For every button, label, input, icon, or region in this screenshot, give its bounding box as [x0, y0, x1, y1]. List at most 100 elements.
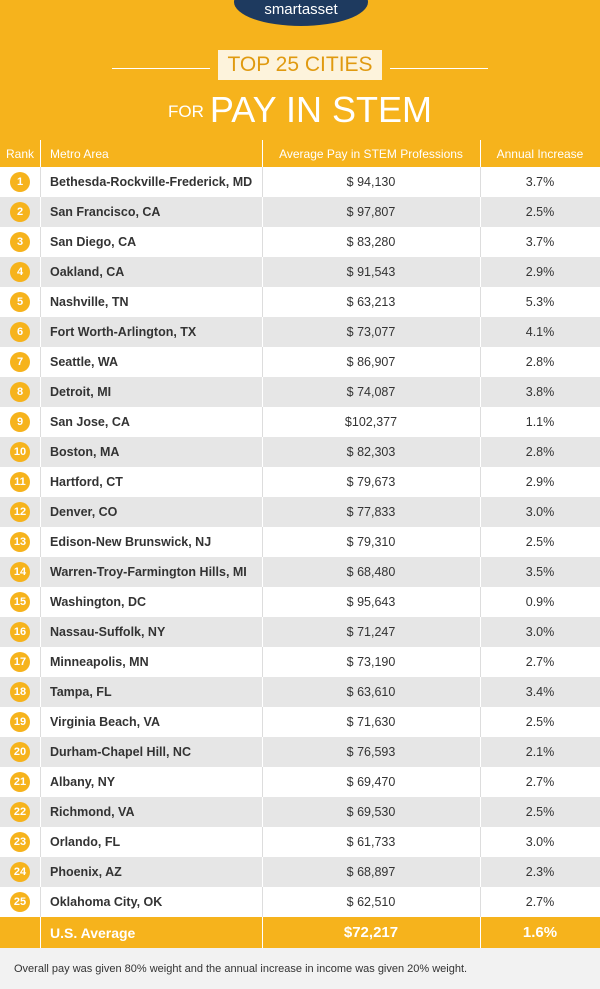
rank-cell: 16: [0, 617, 40, 647]
separator: [40, 407, 41, 437]
rank-cell: 6: [0, 317, 40, 347]
separator: [262, 917, 263, 948]
table-row: 24 Phoenix, AZ $ 68,897 2.3%: [0, 857, 600, 887]
annual-increase: 2.8%: [525, 445, 555, 459]
column-header: Metro Area: [50, 146, 109, 161]
separator: [40, 257, 41, 287]
table-row: 19 Virginia Beach, VA $ 71,630 2.5%: [0, 707, 600, 737]
rank-cell: 11: [0, 467, 40, 497]
separator: [40, 647, 41, 677]
rank-cell: 19: [0, 707, 40, 737]
metro-area: Denver, CO: [50, 505, 118, 519]
rank-cell: 13: [0, 527, 40, 557]
separator: [480, 587, 481, 617]
annual-increase: 3.7%: [525, 235, 555, 249]
annual-increase: 2.5%: [525, 805, 555, 819]
average-pay: $ 61,733: [346, 835, 396, 849]
rank-cell: 17: [0, 647, 40, 677]
average-pay: $ 62,510: [346, 895, 396, 909]
table-row: 5 Nashville, TN $ 63,213 5.3%: [0, 287, 600, 317]
separator: [262, 197, 263, 227]
separator: [262, 227, 263, 257]
rule: [112, 68, 210, 69]
rank-badge: 1: [10, 172, 30, 192]
separator: [480, 167, 481, 197]
separator: [262, 647, 263, 677]
separator: [40, 737, 41, 767]
rank-badge: 12: [10, 502, 30, 522]
rank-badge: 18: [10, 682, 30, 702]
table-row: 17 Minneapolis, MN $ 73,190 2.7%: [0, 647, 600, 677]
average-cell: $72,217: [343, 924, 399, 941]
metro-area: Seattle, WA: [50, 355, 119, 369]
table-row: 16 Nassau-Suffolk, NY $ 71,247 3.0%: [0, 617, 600, 647]
rank-cell: 22: [0, 797, 40, 827]
column-header: Rank: [5, 146, 34, 161]
separator: [262, 857, 263, 887]
separator: [262, 767, 263, 797]
rank-badge: 13: [10, 532, 30, 552]
annual-increase: 3.7%: [525, 175, 555, 189]
table-row: 8 Detroit, MI $ 74,087 3.8%: [0, 377, 600, 407]
separator: [480, 767, 481, 797]
rank-cell: 10: [0, 437, 40, 467]
separator: [40, 167, 41, 197]
metro-area: San Jose, CA: [50, 415, 130, 429]
separator: [40, 287, 41, 317]
metro-area: San Diego, CA: [50, 235, 137, 249]
separator: [40, 527, 41, 557]
separator: [480, 437, 481, 467]
metro-area: Washington, DC: [50, 595, 147, 609]
average-pay: $ 97,807: [346, 205, 396, 219]
metro-area: Oakland, CA: [50, 265, 125, 279]
average-pay: $ 63,213: [346, 295, 396, 309]
rank-badge: 15: [10, 592, 30, 612]
separator: [480, 617, 481, 647]
table-row: 25 Oklahoma City, OK $ 62,510 2.7%: [0, 887, 600, 917]
separator: [40, 767, 41, 797]
average-pay: $ 77,833: [346, 505, 396, 519]
annual-increase: 2.5%: [525, 715, 555, 729]
separator: [480, 467, 481, 497]
rule: [390, 68, 488, 69]
separator: [480, 227, 481, 257]
table-row: 3 San Diego, CA $ 83,280 3.7%: [0, 227, 600, 257]
separator: [40, 347, 41, 377]
rank-badge: 2: [10, 202, 30, 222]
separator: [480, 317, 481, 347]
separator: [40, 827, 41, 857]
separator: [480, 347, 481, 377]
average-pay: $ 69,530: [346, 805, 396, 819]
metro-area: Albany, NY: [50, 775, 116, 789]
average-pay: $ 76,593: [346, 745, 396, 759]
rank-badge: 5: [10, 292, 30, 312]
metro-area: Nassau-Suffolk, NY: [50, 625, 166, 639]
separator: [40, 467, 41, 497]
separator: [262, 257, 263, 287]
rank-cell: 8: [0, 377, 40, 407]
separator: [262, 407, 263, 437]
separator: [480, 287, 481, 317]
annual-increase: 3.0%: [525, 505, 555, 519]
rank-badge: 17: [10, 652, 30, 672]
metro-area: Fort Worth-Arlington, TX: [50, 325, 197, 339]
rank-badge: 19: [10, 712, 30, 732]
annual-increase: 3.5%: [525, 565, 555, 579]
annual-increase: 3.0%: [525, 835, 555, 849]
average-pay: $ 82,303: [346, 445, 396, 459]
separator: [40, 887, 41, 917]
metro-area: Edison-New Brunswick, NJ: [50, 535, 212, 549]
separator: [40, 557, 41, 587]
separator: [262, 587, 263, 617]
rank-badge: 11: [10, 472, 30, 492]
average-row: U.S. Average $72,217 1.6%: [0, 917, 600, 948]
separator: [480, 827, 481, 857]
subtitle: PAY IN STEM: [209, 89, 432, 130]
separator: [40, 857, 41, 887]
separator: [262, 827, 263, 857]
rank-cell: 25: [0, 887, 40, 917]
separator: [40, 377, 41, 407]
metro-area: Tampa, FL: [50, 685, 112, 699]
annual-increase: 1.1%: [525, 415, 555, 429]
